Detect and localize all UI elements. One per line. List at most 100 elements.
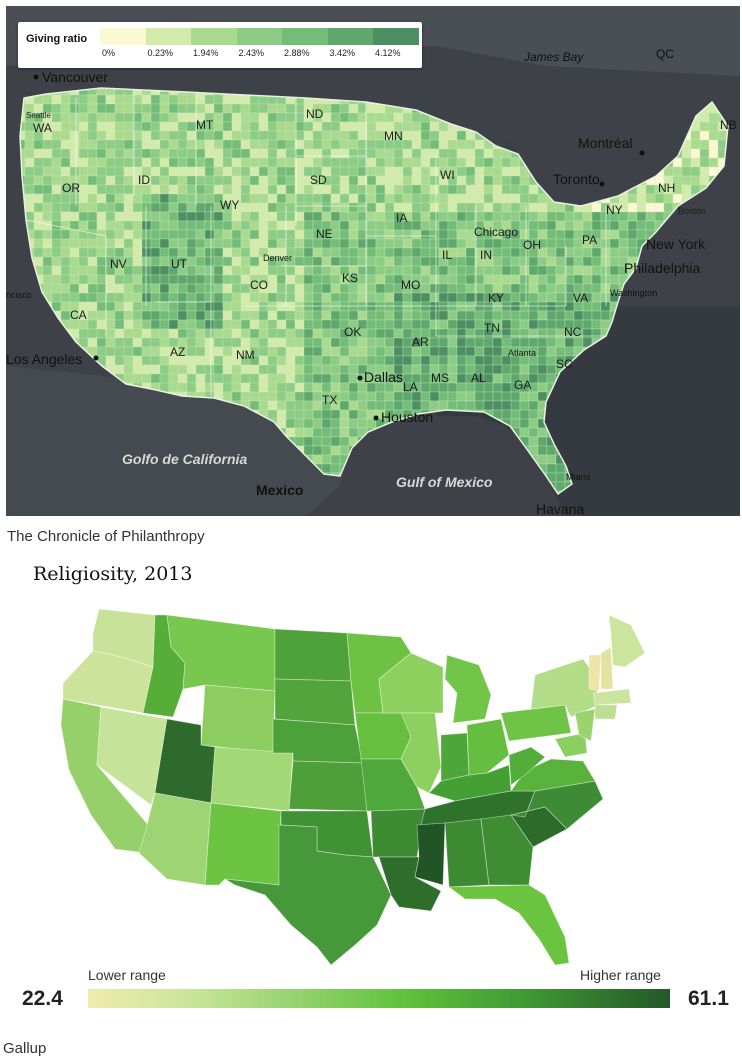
county-cell	[42, 94, 53, 105]
county-cell	[492, 202, 503, 213]
county-cell	[20, 265, 26, 276]
county-cell	[87, 229, 98, 240]
county-cell	[654, 211, 665, 222]
county-cell	[411, 229, 422, 240]
county-cell	[564, 103, 575, 114]
county-cell	[546, 229, 557, 240]
county-cell	[222, 220, 233, 231]
county-cell	[105, 175, 116, 186]
county-cell	[159, 184, 170, 195]
county-cell	[213, 346, 224, 357]
county-cell	[600, 247, 611, 258]
county-cell	[114, 220, 125, 231]
county-cell	[492, 463, 503, 474]
county-cell	[96, 256, 107, 267]
county-cell	[663, 193, 674, 204]
county-cell	[465, 292, 476, 303]
county-cell	[600, 94, 611, 105]
county-cell	[681, 88, 692, 96]
county-cell	[267, 391, 278, 402]
county-cell	[231, 175, 242, 186]
county-cell	[438, 292, 449, 303]
county-cell	[366, 481, 377, 492]
county-cell	[474, 184, 485, 195]
county-cell	[672, 139, 683, 150]
county-cell	[609, 229, 620, 240]
county-cell	[384, 436, 395, 447]
county-cell	[294, 229, 305, 240]
county-cell	[213, 94, 224, 105]
county-cell	[663, 283, 674, 294]
county-cell	[150, 94, 161, 105]
county-cell	[51, 94, 62, 105]
county-cell	[69, 256, 80, 267]
county-cell	[168, 157, 179, 168]
county-cell	[285, 166, 296, 177]
county-cell	[51, 238, 62, 249]
county-cell	[384, 247, 395, 258]
county-cell	[645, 166, 656, 177]
label-ga: GA	[514, 378, 531, 392]
county-cell	[672, 193, 683, 204]
county-cell	[168, 229, 179, 240]
county-cell	[177, 202, 188, 213]
county-cell	[456, 436, 467, 447]
county-cell	[150, 364, 161, 375]
county-cell	[465, 112, 476, 123]
county-cell	[636, 88, 647, 96]
county-cell	[555, 472, 566, 483]
county-cell	[537, 310, 548, 321]
county-cell	[303, 139, 314, 150]
county-cell	[510, 301, 521, 312]
county-cell	[267, 328, 278, 339]
county-cell	[375, 301, 386, 312]
county-cell	[366, 139, 377, 150]
label-il: IL	[442, 248, 452, 262]
county-cell	[609, 238, 620, 249]
county-cell	[528, 130, 539, 141]
county-cell	[717, 211, 728, 222]
county-cell	[213, 310, 224, 321]
county-cell	[96, 202, 107, 213]
county-cell	[267, 211, 278, 222]
county-cell	[699, 193, 710, 204]
county-cell	[213, 130, 224, 141]
county-cell	[331, 500, 340, 509]
county-cell	[249, 301, 260, 312]
county-cell	[294, 88, 305, 96]
county-cell	[213, 166, 224, 177]
top-map-credit: The Chronicle of Philanthropy	[7, 528, 205, 545]
county-cell	[375, 202, 386, 213]
county-cell	[402, 445, 413, 456]
county-cell	[105, 238, 116, 249]
county-cell	[501, 88, 512, 96]
county-cell	[96, 148, 107, 159]
county-cell	[114, 130, 125, 141]
county-cell	[312, 355, 323, 366]
county-cell	[465, 202, 476, 213]
county-cell	[384, 391, 395, 402]
county-cell	[402, 256, 413, 267]
county-cell	[186, 364, 197, 375]
county-cell	[348, 409, 359, 420]
county-cell	[24, 184, 35, 195]
county-cell	[492, 391, 503, 402]
county-cell	[456, 139, 467, 150]
county-cell	[150, 220, 161, 231]
county-cell	[150, 184, 161, 195]
giving-ratio-map[interactable]: Vancouver Seattle WA MT ND MN James Bay …	[6, 6, 740, 516]
county-cell	[141, 337, 152, 348]
county-cell	[492, 112, 503, 123]
county-cell	[186, 301, 197, 312]
county-cell	[654, 112, 665, 123]
county-cell	[618, 247, 629, 258]
county-cell	[348, 481, 359, 492]
county-cell	[483, 400, 494, 411]
county-cell	[492, 337, 503, 348]
county-cell	[321, 283, 332, 294]
county-cell	[546, 220, 557, 231]
county-cell	[501, 166, 512, 177]
county-cell	[186, 355, 197, 366]
religiosity-map[interactable]	[55, 595, 655, 970]
county-cell	[150, 247, 161, 258]
